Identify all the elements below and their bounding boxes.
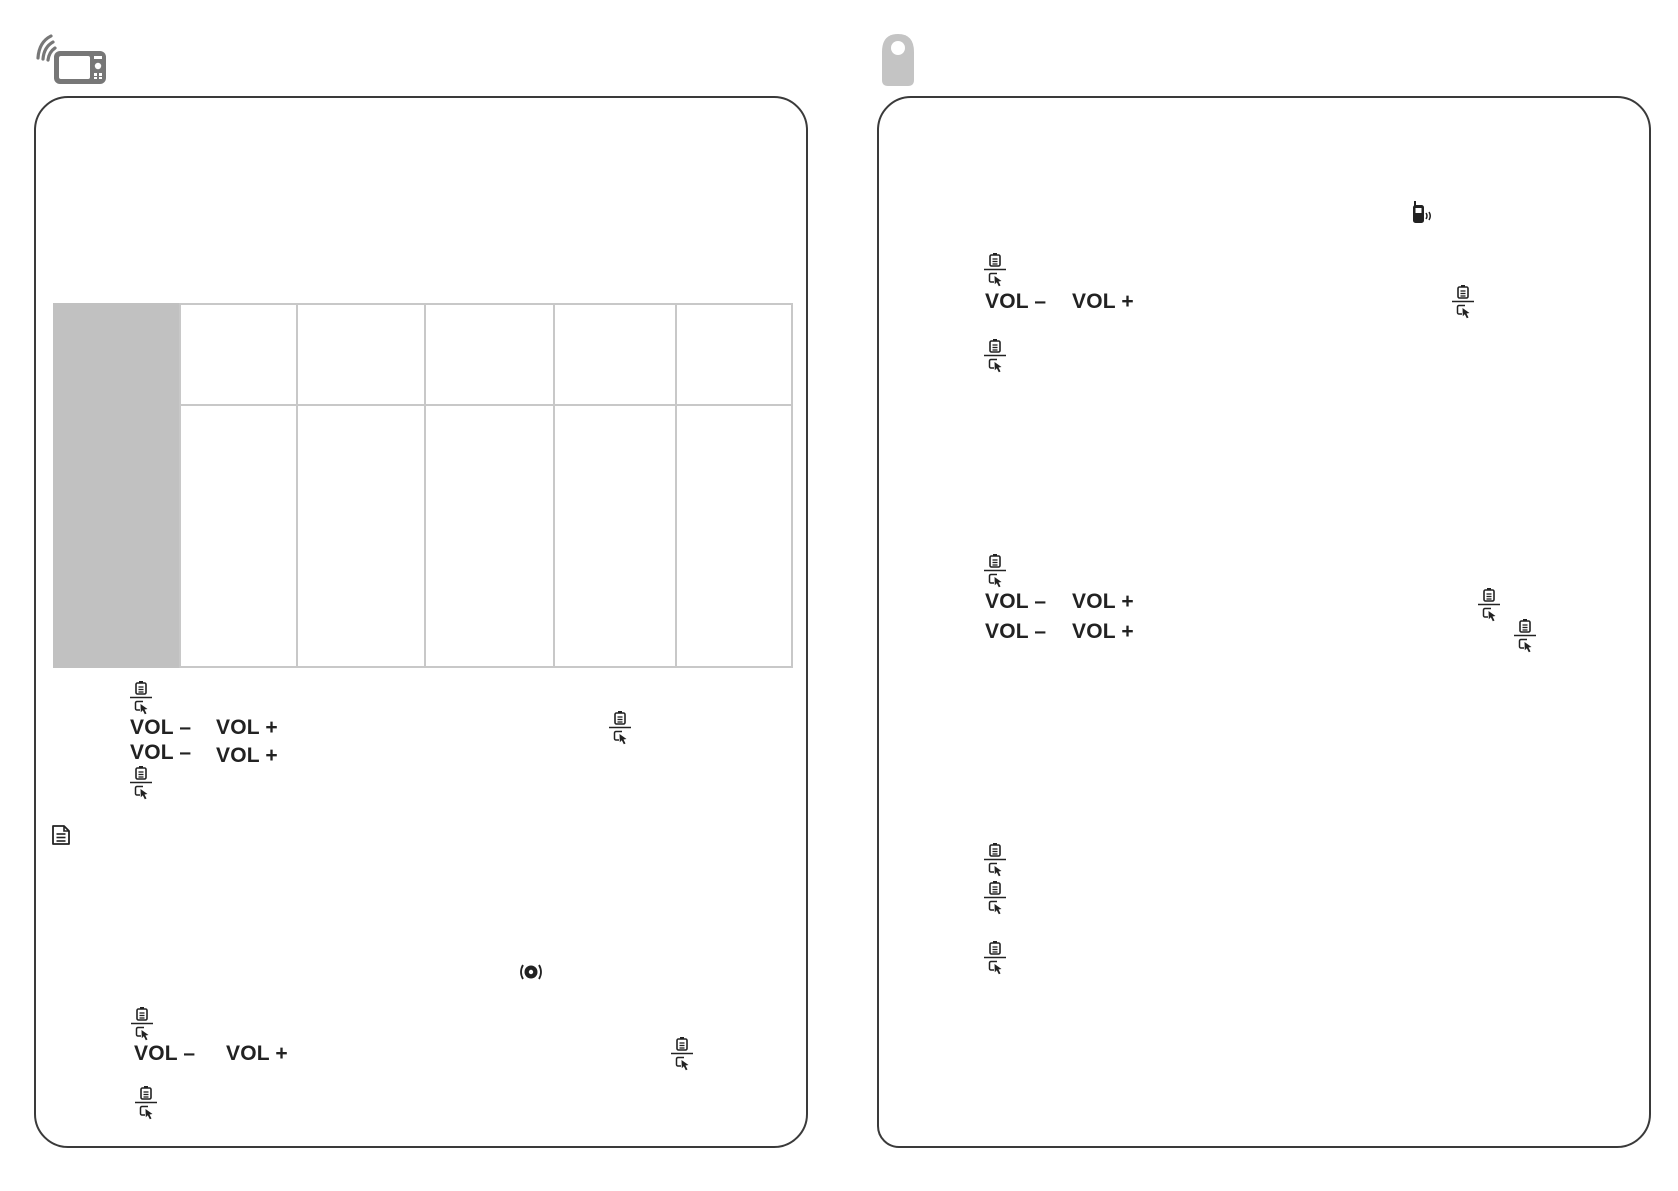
vol-plus-label: VOL + xyxy=(1072,620,1134,643)
table-col-divider xyxy=(296,303,298,668)
baby-unit-icon xyxy=(882,34,914,86)
menu-select-icon xyxy=(1512,618,1538,654)
menu-select-icon xyxy=(982,252,1008,288)
right-panel xyxy=(877,96,1651,1148)
menu-select-icon xyxy=(607,710,633,746)
vol-minus-label: VOL – xyxy=(130,716,192,739)
table-col-divider xyxy=(675,303,677,668)
vol-plus-label: VOL + xyxy=(1072,290,1134,313)
vol-minus-label: VOL – xyxy=(130,741,192,764)
left-panel xyxy=(34,96,808,1148)
vol-plus-label: VOL + xyxy=(226,1042,288,1065)
table-row-divider xyxy=(179,666,793,668)
data-table xyxy=(53,303,793,668)
table-row-divider xyxy=(179,404,793,406)
table-col-divider xyxy=(791,303,793,668)
menu-select-icon xyxy=(1476,587,1502,623)
vol-minus-label: VOL – xyxy=(985,620,1047,643)
table-col-divider xyxy=(553,303,555,668)
table-col-divider xyxy=(179,303,181,668)
note-icon xyxy=(52,825,70,845)
menu-select-icon xyxy=(982,338,1008,374)
menu-select-icon xyxy=(129,1006,155,1042)
wireless-monitor-icon xyxy=(36,34,106,84)
vol-plus-label: VOL + xyxy=(216,716,278,739)
menu-select-icon xyxy=(982,553,1008,589)
vibrate-phone-icon xyxy=(1413,201,1431,223)
menu-select-icon xyxy=(669,1036,695,1072)
vol-minus-label: VOL – xyxy=(985,590,1047,613)
menu-select-icon xyxy=(982,880,1008,916)
menu-select-icon xyxy=(128,765,154,801)
table-row-divider xyxy=(179,303,793,305)
menu-select-icon xyxy=(1450,284,1476,320)
menu-select-icon xyxy=(982,842,1008,878)
vol-plus-label: VOL + xyxy=(216,744,278,767)
table-header-column xyxy=(53,303,179,668)
menu-select-icon xyxy=(133,1085,159,1121)
menu-select-icon xyxy=(982,940,1008,976)
menu-select-icon xyxy=(128,680,154,716)
alarm-sensor-icon xyxy=(520,964,542,980)
vol-minus-label: VOL – xyxy=(134,1042,196,1065)
vol-plus-label: VOL + xyxy=(1072,590,1134,613)
table-col-divider xyxy=(424,303,426,668)
vol-minus-label: VOL – xyxy=(985,290,1047,313)
